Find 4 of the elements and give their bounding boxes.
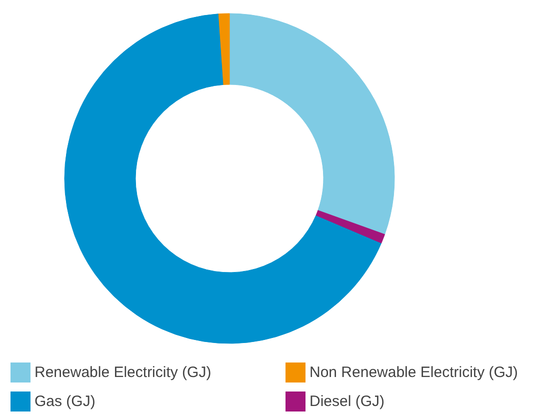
legend-label: Non Renewable Electricity (GJ): [310, 364, 518, 381]
legend-label: Renewable Electricity (GJ): [34, 364, 212, 381]
legend-label: Diesel (GJ): [310, 393, 385, 410]
legend-label: Gas (GJ): [34, 393, 96, 410]
